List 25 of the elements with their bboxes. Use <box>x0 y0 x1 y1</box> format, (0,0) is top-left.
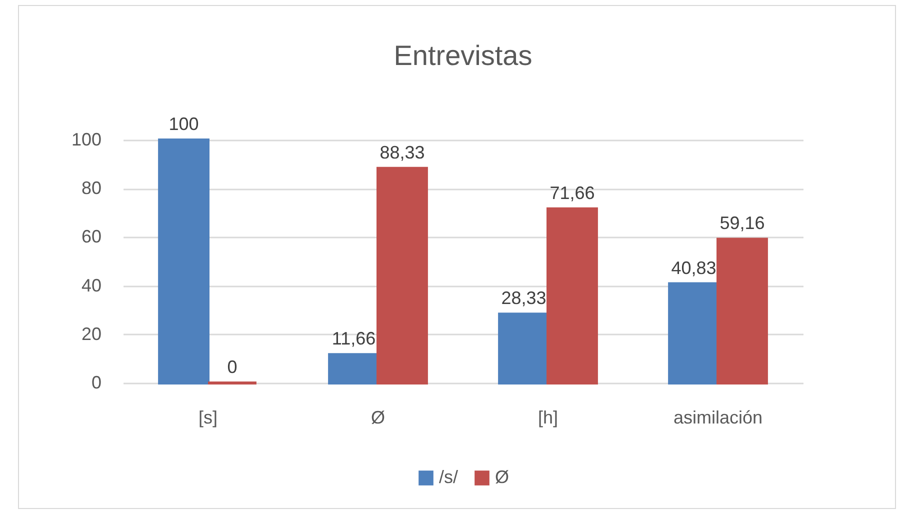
data-label: 0 <box>227 357 238 377</box>
y-tick-label: 40 <box>81 275 102 296</box>
bar <box>158 138 210 384</box>
x-tick-label: [s] <box>198 408 218 428</box>
x-tick-label: [h] <box>538 408 558 428</box>
legend-label: Ø <box>495 467 510 487</box>
data-label: 28,33 <box>501 288 546 308</box>
x-tick-label: Ø <box>370 408 386 428</box>
bar <box>546 207 598 384</box>
y-tick-label: 0 <box>91 372 102 392</box>
data-label: 40,83 <box>671 258 716 278</box>
y-tick-label: 80 <box>81 178 102 198</box>
legend-label: /s/ <box>439 467 458 487</box>
bar <box>716 238 768 384</box>
bar <box>376 166 428 384</box>
data-label: 11,66 <box>332 328 376 349</box>
data-label: 59,16 <box>720 213 765 234</box>
chart-title: Entrevistas <box>394 40 532 71</box>
data-label: 100 <box>168 114 199 134</box>
data-label: 88,33 <box>380 142 425 162</box>
y-tick-label: 100 <box>71 130 102 150</box>
x-tick-label: asimilación <box>673 408 763 428</box>
y-tick-label: 20 <box>81 324 102 344</box>
data-label: 71,66 <box>550 182 595 203</box>
y-tick-label: 60 <box>81 226 102 247</box>
